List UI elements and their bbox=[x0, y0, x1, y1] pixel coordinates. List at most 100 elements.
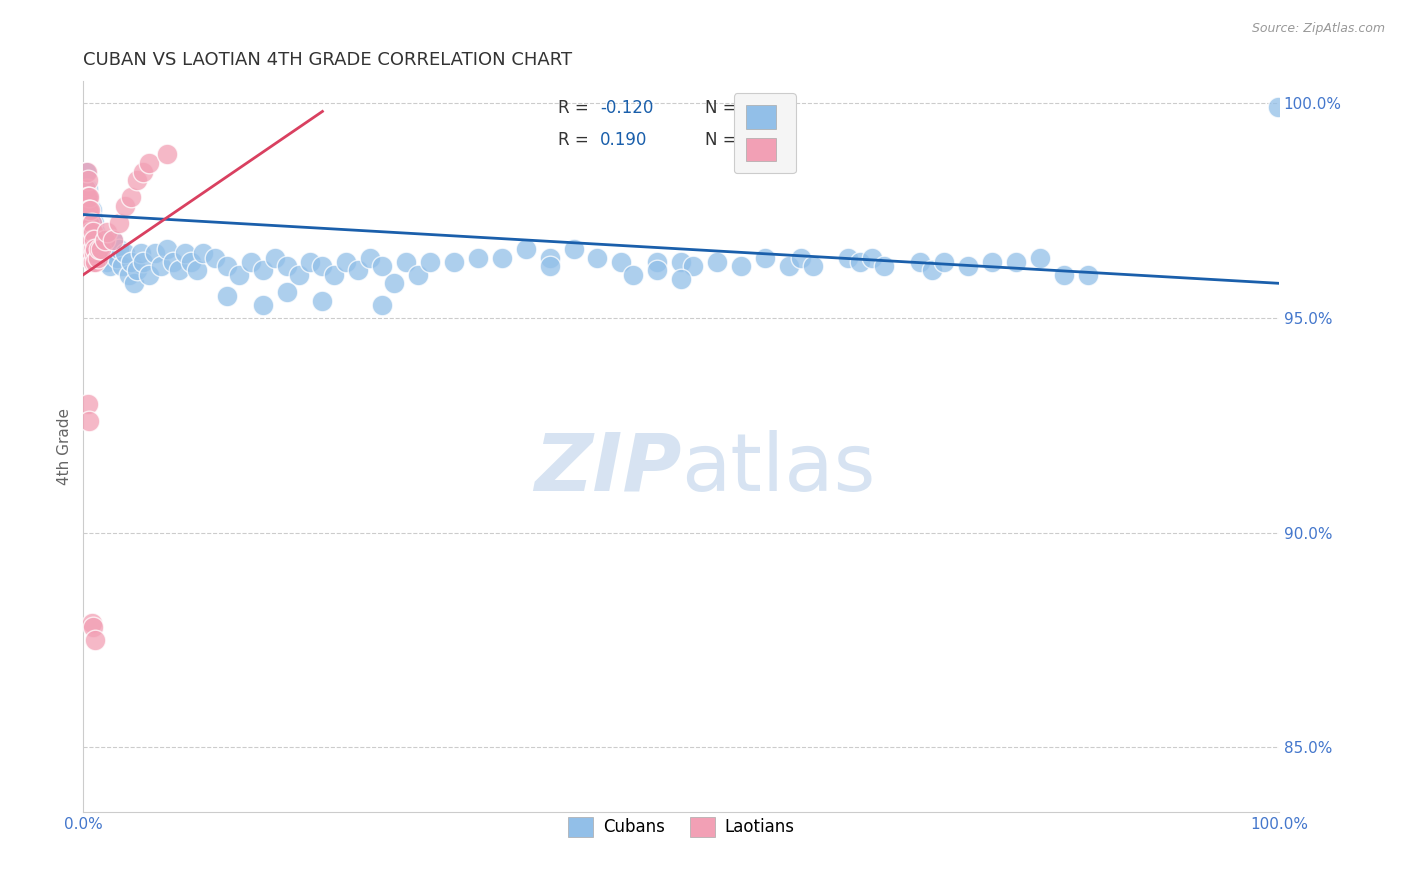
Point bbox=[83, 216, 105, 230]
Point bbox=[79, 233, 101, 247]
Point bbox=[86, 233, 108, 247]
Point bbox=[84, 632, 107, 647]
Point bbox=[129, 246, 152, 260]
Point bbox=[86, 251, 108, 265]
Point bbox=[114, 199, 136, 213]
Point bbox=[77, 173, 100, 187]
Point bbox=[538, 259, 561, 273]
Point bbox=[174, 246, 197, 260]
Point bbox=[79, 203, 101, 218]
Point bbox=[82, 620, 104, 634]
Point bbox=[287, 268, 309, 282]
Point bbox=[120, 190, 142, 204]
Point bbox=[778, 259, 800, 273]
Point bbox=[87, 242, 110, 256]
Text: N =: N = bbox=[704, 131, 742, 149]
Text: 45: 45 bbox=[747, 131, 773, 149]
Point bbox=[108, 242, 131, 256]
Point bbox=[252, 298, 274, 312]
Point bbox=[538, 251, 561, 265]
Point bbox=[79, 199, 101, 213]
Point bbox=[120, 255, 142, 269]
Point bbox=[76, 190, 98, 204]
Text: ZIP: ZIP bbox=[534, 430, 681, 508]
Text: N =: N = bbox=[704, 99, 742, 118]
Point bbox=[94, 246, 117, 260]
Point bbox=[86, 237, 108, 252]
Point bbox=[77, 190, 100, 204]
Point bbox=[669, 272, 692, 286]
Point bbox=[110, 259, 132, 273]
Point bbox=[84, 242, 107, 256]
Point bbox=[77, 233, 100, 247]
Point bbox=[77, 203, 100, 218]
Text: Source: ZipAtlas.com: Source: ZipAtlas.com bbox=[1251, 22, 1385, 36]
Point bbox=[114, 246, 136, 260]
Point bbox=[981, 255, 1004, 269]
Text: -0.120: -0.120 bbox=[600, 99, 654, 118]
Point bbox=[276, 285, 298, 299]
Point bbox=[621, 268, 644, 282]
Point bbox=[215, 289, 238, 303]
Point bbox=[910, 255, 932, 269]
Point bbox=[1053, 268, 1076, 282]
Point bbox=[79, 216, 101, 230]
Point bbox=[76, 216, 98, 230]
Point bbox=[706, 255, 728, 269]
Point bbox=[467, 251, 489, 265]
Point bbox=[80, 203, 103, 218]
Point bbox=[934, 255, 956, 269]
Point bbox=[96, 225, 118, 239]
Point bbox=[1267, 100, 1289, 114]
Point bbox=[419, 255, 441, 269]
Point bbox=[186, 263, 208, 277]
Point bbox=[645, 263, 668, 277]
Point bbox=[83, 233, 105, 247]
Point bbox=[730, 259, 752, 273]
Point bbox=[118, 268, 141, 282]
Point bbox=[335, 255, 357, 269]
Point bbox=[82, 246, 104, 260]
Point bbox=[84, 255, 107, 269]
Point bbox=[96, 255, 118, 269]
Point bbox=[263, 251, 285, 265]
Point bbox=[228, 268, 250, 282]
Point bbox=[132, 255, 155, 269]
Point bbox=[77, 397, 100, 411]
Point bbox=[162, 255, 184, 269]
Point bbox=[79, 251, 101, 265]
Point bbox=[82, 211, 104, 226]
Text: 0.190: 0.190 bbox=[600, 131, 647, 149]
Point bbox=[138, 268, 160, 282]
Point bbox=[132, 164, 155, 178]
Point bbox=[156, 242, 179, 256]
Point bbox=[76, 164, 98, 178]
Point bbox=[156, 147, 179, 161]
Point bbox=[82, 229, 104, 244]
Point bbox=[443, 255, 465, 269]
Text: CUBAN VS LAOTIAN 4TH GRADE CORRELATION CHART: CUBAN VS LAOTIAN 4TH GRADE CORRELATION C… bbox=[83, 51, 572, 69]
Point bbox=[957, 259, 980, 273]
Point bbox=[1077, 268, 1099, 282]
Point bbox=[586, 251, 609, 265]
Point bbox=[789, 251, 811, 265]
Point bbox=[127, 173, 149, 187]
Point bbox=[77, 414, 100, 428]
Point bbox=[83, 246, 105, 260]
Point bbox=[77, 225, 100, 239]
Point bbox=[80, 242, 103, 256]
Point bbox=[359, 251, 381, 265]
Text: R =: R = bbox=[558, 131, 599, 149]
Point bbox=[276, 259, 298, 273]
Point bbox=[90, 233, 112, 247]
Point bbox=[80, 233, 103, 247]
Point bbox=[406, 268, 429, 282]
Point bbox=[82, 225, 104, 239]
Point bbox=[77, 203, 100, 218]
Point bbox=[80, 216, 103, 230]
Point bbox=[873, 259, 896, 273]
Point bbox=[79, 237, 101, 252]
Point bbox=[1029, 251, 1052, 265]
Point bbox=[682, 259, 704, 273]
Point bbox=[610, 255, 633, 269]
